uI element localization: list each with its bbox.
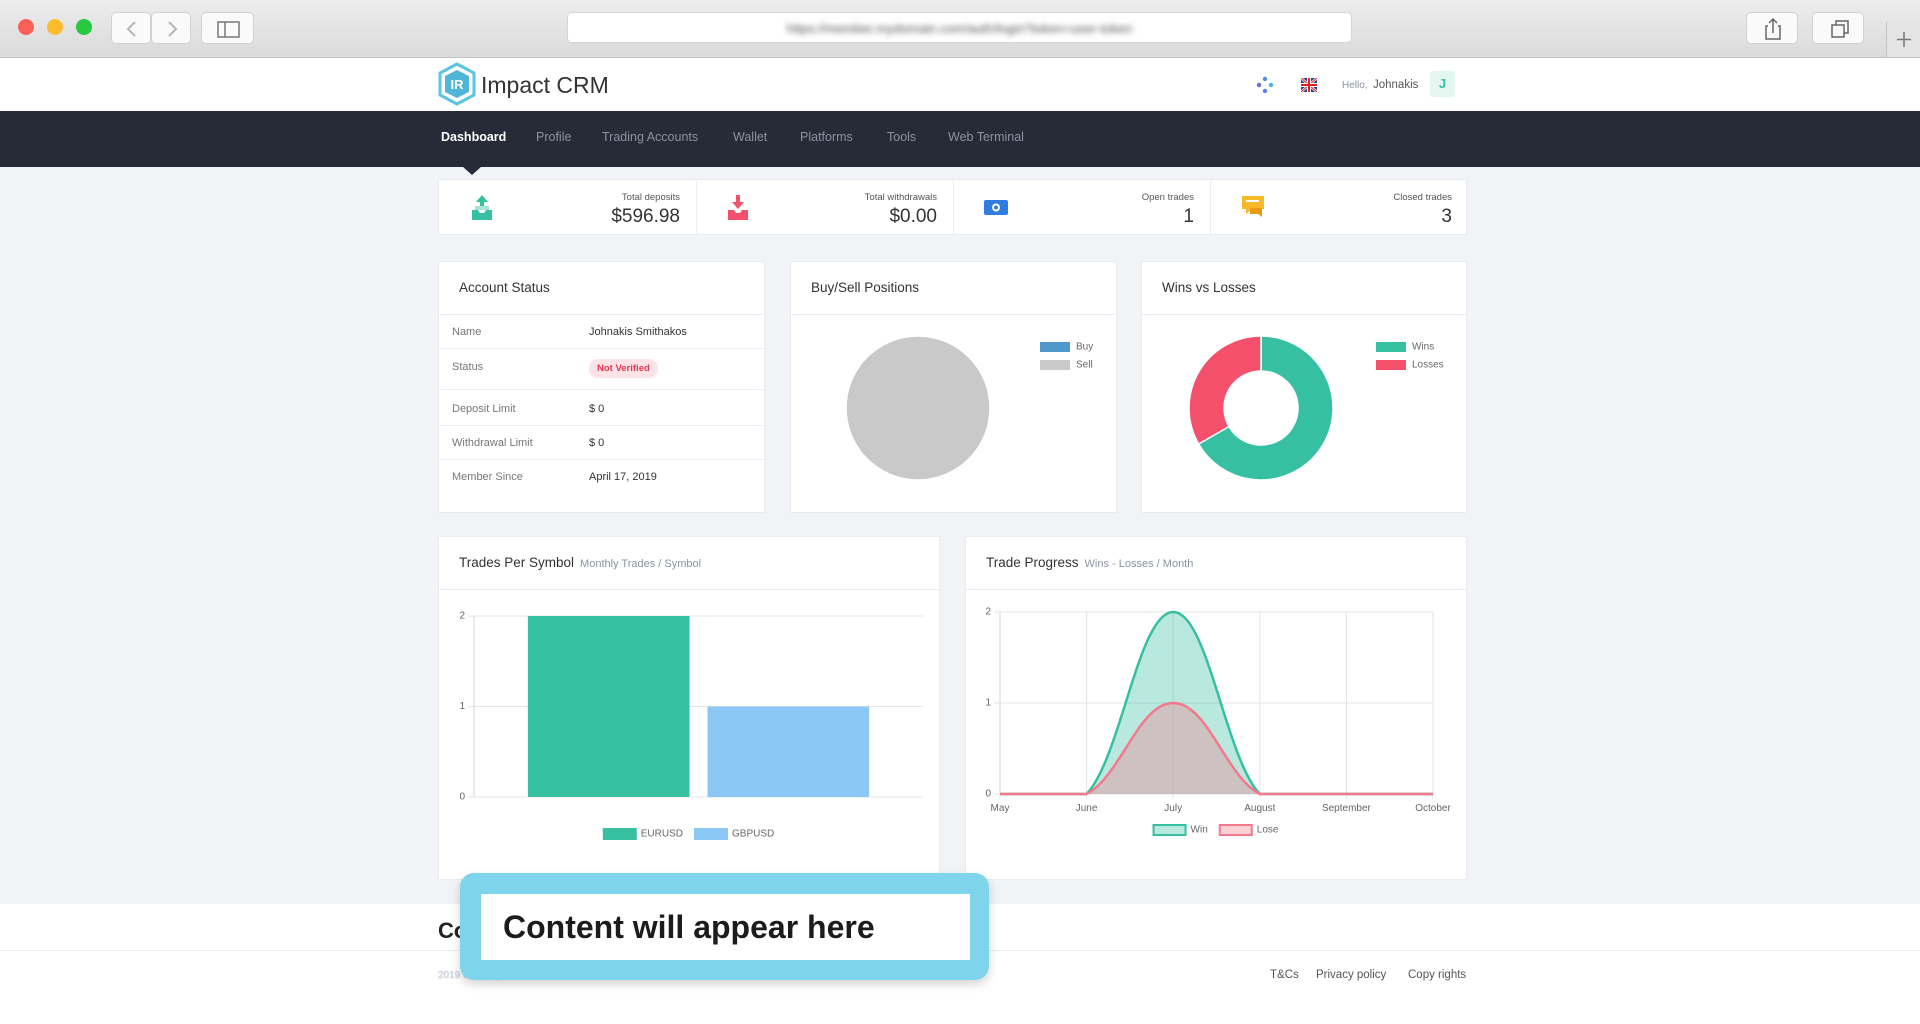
footer-link[interactable]: Copy rights <box>1408 969 1467 981</box>
closed-trades-icon <box>1242 196 1264 217</box>
row-label: Withdrawal Limit <box>452 437 533 449</box>
row-value: Johnakis Smithakos <box>589 326 687 338</box>
nav-item[interactable]: Tools <box>887 130 917 144</box>
row-value: April 17, 2019 <box>589 471 657 483</box>
card-title: Trade Progress Wins - Losses / Month <box>986 537 1193 589</box>
back-button[interactable] <box>111 12 151 44</box>
overlay-banner: Content will appear here <box>460 873 989 980</box>
deposit-icon <box>472 195 492 220</box>
nav-item[interactable]: Web Terminal <box>948 130 1024 144</box>
row-divider <box>439 348 764 349</box>
user-name[interactable]: Johnakis <box>1373 79 1419 91</box>
stat-value: 3 <box>1441 206 1452 227</box>
card-divider <box>1142 314 1466 315</box>
sidebar-icon <box>217 21 240 38</box>
nav-item[interactable]: Wallet <box>733 130 768 144</box>
stat-label: Closed trades <box>1393 192 1452 203</box>
brand-name[interactable]: Impact CRM <box>481 72 609 98</box>
trades-per-symbol-card: Trades Per Symbol Monthly Trades / Symbol <box>438 536 940 880</box>
url-text: https://member.mydomain.com/auth/login?t… <box>786 21 1133 36</box>
card-divider <box>791 314 1116 315</box>
forward-button[interactable] <box>151 12 191 44</box>
tabs-button[interactable] <box>1812 12 1864 44</box>
overlay-box: Content will appear here <box>481 894 970 960</box>
chart-subtitle: Wins - Losses / Month <box>1084 558 1194 570</box>
nav-item[interactable]: Profile <box>536 130 572 144</box>
stat-cell: Total deposits $596.98 <box>439 180 697 236</box>
plus-icon <box>1897 32 1911 47</box>
nav-item[interactable]: Platforms <box>800 130 853 144</box>
row-value: $ 0 <box>589 437 605 449</box>
share-icon <box>1765 17 1781 40</box>
row-label: Status <box>452 361 484 373</box>
logo-icon: IR <box>438 62 476 106</box>
stat-cell: Closed trades 3 <box>1211 180 1468 236</box>
new-tab-button[interactable] <box>1886 22 1920 57</box>
language-flag[interactable] <box>1301 78 1317 92</box>
card-divider <box>439 589 939 590</box>
card-title: Wins vs Losses <box>1162 280 1256 295</box>
status-badge: Not Verified <box>589 359 658 378</box>
nav-bar <box>0 111 1920 167</box>
nav-item[interactable]: Dashboard <box>441 130 507 144</box>
row-divider <box>439 459 764 460</box>
minimize-button[interactable] <box>47 19 63 35</box>
card-title: Buy/Sell Positions <box>811 280 920 295</box>
stat-value: 1 <box>1183 206 1194 227</box>
buy-sell-card: Buy/Sell Positions <box>790 261 1117 513</box>
row-divider <box>439 389 764 390</box>
footer-link[interactable]: Privacy policy <box>1316 969 1387 981</box>
card-divider <box>439 314 764 315</box>
card-title: Account Status <box>459 280 550 295</box>
footer-link[interactable]: T&Cs <box>1270 969 1299 981</box>
row-label: Member Since <box>452 471 523 483</box>
wins-losses-card: Wins vs Losses <box>1141 261 1467 513</box>
svg-text:IR: IR <box>451 77 465 92</box>
stat-cell: Open trades 1 <box>954 180 1211 236</box>
greeting: Hello, <box>1342 80 1368 91</box>
open-trades-icon <box>984 200 1008 215</box>
stat-label: Total deposits <box>621 192 680 203</box>
stat-value: $0.00 <box>889 206 937 227</box>
active-nav-pointer <box>462 166 482 175</box>
chart-title: Trade Progress <box>986 555 1079 570</box>
address-bar[interactable]: https://member.mydomain.com/auth/login?t… <box>567 12 1352 43</box>
stat-value: $596.98 <box>611 206 680 227</box>
browser-toolbar: https://member.mydomain.com/auth/login?t… <box>0 0 1920 58</box>
account-status-card: Account Status Name Johnakis Smithakos S… <box>438 261 765 513</box>
card-title: Trades Per Symbol Monthly Trades / Symbol <box>459 537 701 589</box>
maximize-button[interactable] <box>76 19 92 35</box>
site-header: IR Impact CRM Hello, Johnakis J <box>0 58 1920 111</box>
stat-label: Total withdrawals <box>864 192 937 203</box>
apps-icon[interactable] <box>1256 76 1274 94</box>
stat-label: Open trades <box>1141 192 1194 203</box>
sidebar-button[interactable] <box>201 12 254 44</box>
nav-item[interactable]: Trading Accounts <box>602 130 699 144</box>
row-label: Deposit Limit <box>452 403 516 415</box>
row-label: Name <box>452 326 482 338</box>
row-value: $ 0 <box>589 403 605 415</box>
share-button[interactable] <box>1746 12 1798 44</box>
chart-subtitle: Monthly Trades / Symbol <box>580 558 702 570</box>
card-divider <box>966 589 1466 590</box>
back-icon <box>126 21 136 37</box>
chart-title: Trades Per Symbol <box>459 555 575 570</box>
withdrawal-icon <box>728 195 748 220</box>
user-avatar[interactable]: J <box>1430 71 1455 97</box>
row-divider <box>439 425 764 426</box>
trade-progress-card: Trade Progress Wins - Losses / Month <box>965 536 1467 880</box>
stat-cell: Total withdrawals $0.00 <box>697 180 954 236</box>
stats-bar: Total deposits $596.98 Total withdrawals… <box>438 179 1468 236</box>
forward-icon <box>168 21 178 37</box>
close-button[interactable] <box>18 19 34 35</box>
tabs-icon <box>1831 20 1849 38</box>
overlay-text: Content will appear here <box>503 909 875 945</box>
